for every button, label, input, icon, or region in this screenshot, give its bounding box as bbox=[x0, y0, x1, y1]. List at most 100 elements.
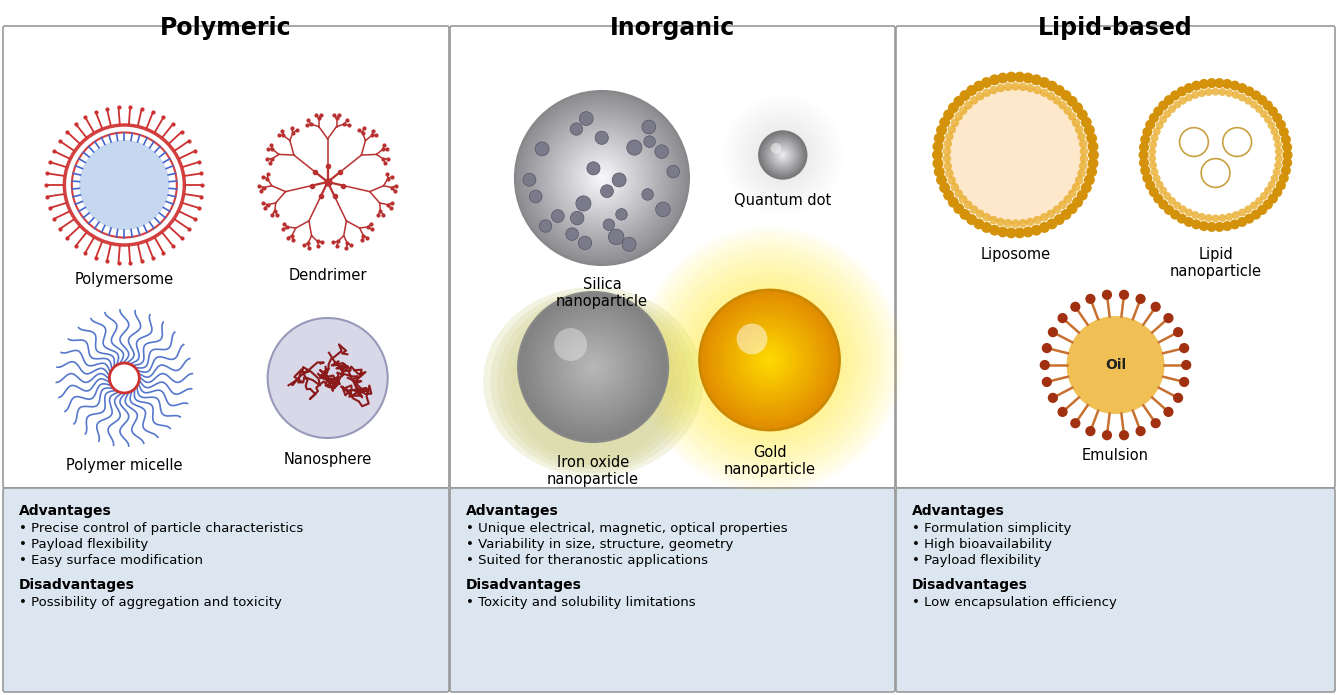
Circle shape bbox=[737, 324, 768, 354]
Circle shape bbox=[1085, 294, 1096, 304]
Circle shape bbox=[1198, 89, 1206, 97]
Circle shape bbox=[1226, 89, 1234, 97]
Circle shape bbox=[595, 171, 609, 185]
Circle shape bbox=[1164, 205, 1173, 215]
Circle shape bbox=[1185, 208, 1193, 216]
Circle shape bbox=[529, 105, 674, 251]
Circle shape bbox=[1274, 161, 1282, 169]
Circle shape bbox=[1276, 120, 1286, 130]
Circle shape bbox=[709, 300, 830, 420]
Circle shape bbox=[1048, 393, 1058, 403]
Text: Advantages: Advantages bbox=[19, 504, 112, 518]
Circle shape bbox=[1173, 202, 1181, 209]
Circle shape bbox=[1084, 124, 1094, 136]
Circle shape bbox=[1272, 134, 1280, 142]
Circle shape bbox=[997, 83, 1005, 92]
Circle shape bbox=[1074, 176, 1084, 185]
Circle shape bbox=[1149, 161, 1157, 169]
Circle shape bbox=[539, 220, 551, 232]
Circle shape bbox=[1219, 214, 1227, 222]
Circle shape bbox=[1080, 147, 1088, 156]
Circle shape bbox=[599, 175, 605, 181]
Circle shape bbox=[1004, 219, 1013, 227]
FancyBboxPatch shape bbox=[896, 26, 1335, 488]
Circle shape bbox=[1046, 81, 1057, 92]
Circle shape bbox=[1018, 83, 1028, 91]
Circle shape bbox=[954, 112, 963, 121]
Circle shape bbox=[566, 340, 619, 394]
Circle shape bbox=[939, 182, 950, 193]
Circle shape bbox=[1212, 214, 1219, 222]
Text: • Possibility of aggregation and toxicity: • Possibility of aggregation and toxicit… bbox=[19, 596, 282, 609]
Circle shape bbox=[989, 74, 999, 85]
Circle shape bbox=[533, 306, 654, 428]
Circle shape bbox=[586, 360, 601, 374]
Circle shape bbox=[1258, 205, 1267, 215]
Circle shape bbox=[1072, 102, 1082, 113]
Circle shape bbox=[981, 222, 991, 233]
Text: • Precise control of particle characteristics: • Precise control of particle characteri… bbox=[19, 522, 304, 535]
Circle shape bbox=[601, 177, 603, 179]
Circle shape bbox=[942, 154, 951, 163]
Circle shape bbox=[759, 131, 807, 179]
Circle shape bbox=[1080, 154, 1088, 163]
Circle shape bbox=[549, 125, 654, 231]
Circle shape bbox=[997, 227, 1009, 238]
Circle shape bbox=[1145, 120, 1155, 130]
Circle shape bbox=[1263, 199, 1272, 210]
Circle shape bbox=[963, 101, 973, 109]
Circle shape bbox=[571, 147, 633, 209]
Text: Oil: Oil bbox=[1105, 358, 1127, 372]
Text: • Low encapsulation efficiency: • Low encapsulation efficiency bbox=[913, 596, 1117, 609]
Circle shape bbox=[587, 162, 599, 175]
Circle shape bbox=[1171, 90, 1180, 101]
Circle shape bbox=[950, 119, 959, 127]
Circle shape bbox=[1219, 88, 1227, 96]
Circle shape bbox=[1046, 218, 1057, 229]
Circle shape bbox=[626, 140, 642, 155]
Circle shape bbox=[1054, 85, 1065, 96]
Circle shape bbox=[753, 344, 785, 376]
Circle shape bbox=[585, 161, 619, 195]
Circle shape bbox=[520, 97, 682, 259]
Circle shape bbox=[558, 332, 628, 402]
Circle shape bbox=[515, 91, 689, 265]
Circle shape bbox=[555, 131, 649, 225]
Circle shape bbox=[677, 267, 863, 453]
Circle shape bbox=[966, 214, 977, 225]
Circle shape bbox=[1238, 83, 1247, 93]
Circle shape bbox=[748, 338, 792, 382]
Circle shape bbox=[1283, 150, 1293, 160]
Circle shape bbox=[959, 195, 967, 204]
Circle shape bbox=[1280, 165, 1291, 176]
Circle shape bbox=[529, 302, 658, 432]
Circle shape bbox=[1251, 90, 1260, 101]
Circle shape bbox=[570, 123, 582, 136]
Circle shape bbox=[1140, 165, 1151, 176]
Circle shape bbox=[741, 332, 797, 388]
Circle shape bbox=[1272, 113, 1282, 123]
Circle shape bbox=[1012, 82, 1020, 90]
Circle shape bbox=[773, 146, 792, 164]
Circle shape bbox=[769, 142, 796, 168]
Circle shape bbox=[1151, 302, 1161, 312]
Circle shape bbox=[554, 328, 632, 406]
Circle shape bbox=[1033, 215, 1042, 224]
Circle shape bbox=[587, 163, 617, 193]
Circle shape bbox=[672, 262, 867, 458]
Circle shape bbox=[1164, 95, 1173, 105]
Circle shape bbox=[1072, 119, 1080, 127]
Circle shape bbox=[524, 101, 678, 255]
Circle shape bbox=[268, 318, 388, 438]
Circle shape bbox=[1058, 101, 1066, 109]
Circle shape bbox=[1145, 180, 1155, 190]
Circle shape bbox=[1267, 122, 1275, 129]
Circle shape bbox=[1064, 195, 1072, 204]
Circle shape bbox=[1191, 211, 1199, 219]
Circle shape bbox=[966, 85, 977, 96]
Circle shape bbox=[769, 141, 796, 169]
Circle shape bbox=[1223, 128, 1251, 156]
Circle shape bbox=[970, 205, 978, 214]
Circle shape bbox=[1077, 169, 1086, 178]
Circle shape bbox=[700, 290, 839, 430]
